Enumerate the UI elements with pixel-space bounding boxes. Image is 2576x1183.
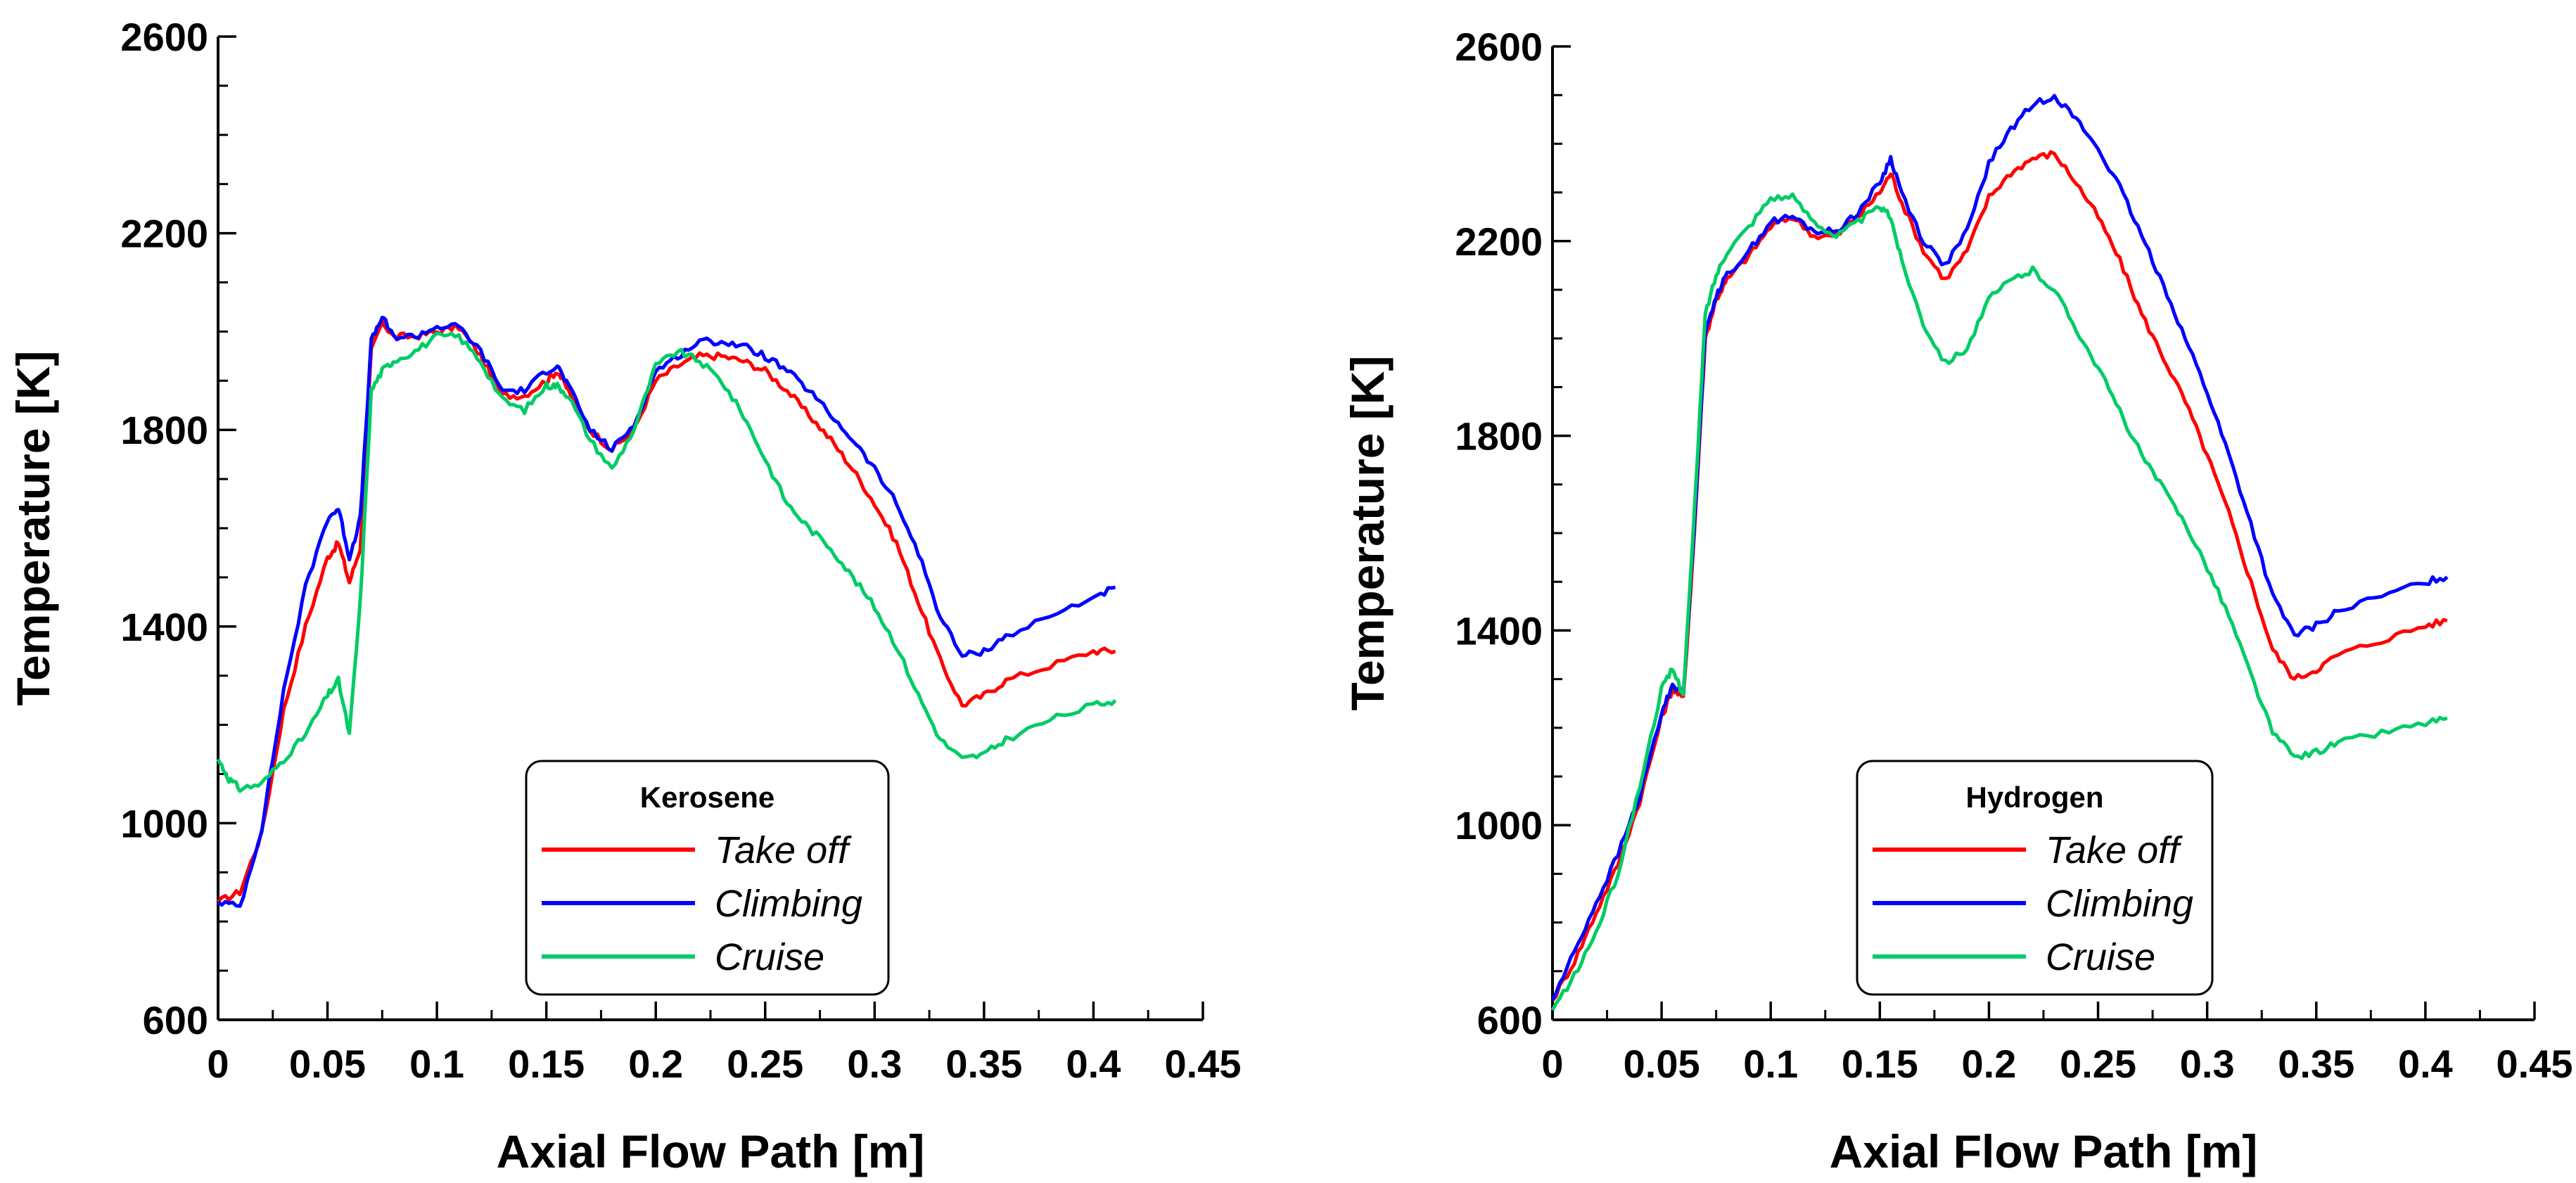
x-tick-label: 0 bbox=[1541, 1042, 1563, 1086]
y-tick-label: 600 bbox=[1477, 998, 1543, 1042]
series-line-climbing bbox=[217, 315, 1116, 908]
x-tick-label: 0.45 bbox=[1165, 1042, 1242, 1086]
series-line-cruise bbox=[1550, 192, 2448, 1011]
y-tick-label: 600 bbox=[143, 998, 208, 1042]
legend-title: Kerosene bbox=[640, 781, 774, 814]
y-axis-title: Temperature [K] bbox=[1341, 356, 1394, 711]
x-tick-label: 0.1 bbox=[409, 1042, 464, 1086]
x-tick-label: 0.4 bbox=[2398, 1042, 2453, 1086]
y-tick-label: 1400 bbox=[120, 605, 208, 649]
x-tick-label: 0.4 bbox=[1066, 1042, 1121, 1086]
legend-label: Cruise bbox=[2046, 936, 2155, 978]
y-tick-label: 2600 bbox=[1455, 25, 1543, 69]
x-tick-label: 0 bbox=[207, 1042, 229, 1086]
series-line-cruise bbox=[216, 331, 1117, 793]
legend-box bbox=[1856, 760, 2214, 996]
legend-title: Hydrogen bbox=[1965, 781, 2103, 814]
x-tick-label: 0.05 bbox=[289, 1042, 366, 1086]
y-tick-label: 1000 bbox=[120, 801, 208, 845]
x-tick-label: 0.25 bbox=[727, 1042, 803, 1086]
x-tick-label: 0.3 bbox=[2180, 1042, 2235, 1086]
legend-label: Climbing bbox=[2046, 883, 2193, 925]
y-tick-label: 1800 bbox=[1455, 414, 1543, 459]
x-tick-label: 0.35 bbox=[945, 1042, 1022, 1086]
x-tick-label: 0.1 bbox=[1743, 1042, 1798, 1086]
x-axis-title: Axial Flow Path [m] bbox=[1830, 1125, 2258, 1177]
x-tick-label: 0.15 bbox=[1842, 1042, 1918, 1086]
x-tick-label: 0.15 bbox=[508, 1042, 585, 1086]
y-tick-label: 2200 bbox=[120, 212, 208, 256]
x-tick-label: 0.2 bbox=[1962, 1042, 2017, 1086]
legend-box bbox=[525, 760, 890, 996]
legend-label: Take off bbox=[715, 829, 852, 871]
x-tick-label: 0.25 bbox=[2060, 1042, 2136, 1086]
legend-label: Climbing bbox=[715, 883, 862, 925]
chart-panel-1: 0 0.05 0.1 0.15 0.2 0.25 0.3 0.35 0.4 0.45 600 1000… bbox=[7, 15, 1242, 1177]
y-tick-label: 1400 bbox=[1455, 608, 1543, 653]
x-tick-label: 0.3 bbox=[847, 1042, 902, 1086]
x-tick-label: 0.2 bbox=[628, 1042, 683, 1086]
legend-label: Take off bbox=[2046, 829, 2183, 871]
series-line-take-off bbox=[217, 316, 1116, 903]
legend-label: Cruise bbox=[715, 936, 824, 978]
x-axis-title: Axial Flow Path [m] bbox=[497, 1125, 925, 1177]
y-tick-label: 2200 bbox=[1455, 219, 1543, 264]
y-axis-title: Temperature [K] bbox=[7, 351, 59, 706]
chart-panel-2: 0 0.05 0.1 0.15 0.2 0.25 0.3 0.35 0.4 0.45 600 1000… bbox=[1341, 25, 2573, 1177]
y-tick-label: 2600 bbox=[120, 15, 208, 59]
legend: Kerosene Take off Climbing Cruise bbox=[525, 760, 890, 996]
y-tick-label: 1000 bbox=[1455, 803, 1543, 848]
x-tick-label: 0.35 bbox=[2278, 1042, 2354, 1086]
x-tick-label: 0.45 bbox=[2497, 1042, 2573, 1086]
y-tick-label: 1800 bbox=[120, 408, 208, 452]
legend: Hydrogen Take off Climbing Cruise bbox=[1856, 760, 2214, 996]
x-tick-label: 0.05 bbox=[1624, 1042, 1700, 1086]
